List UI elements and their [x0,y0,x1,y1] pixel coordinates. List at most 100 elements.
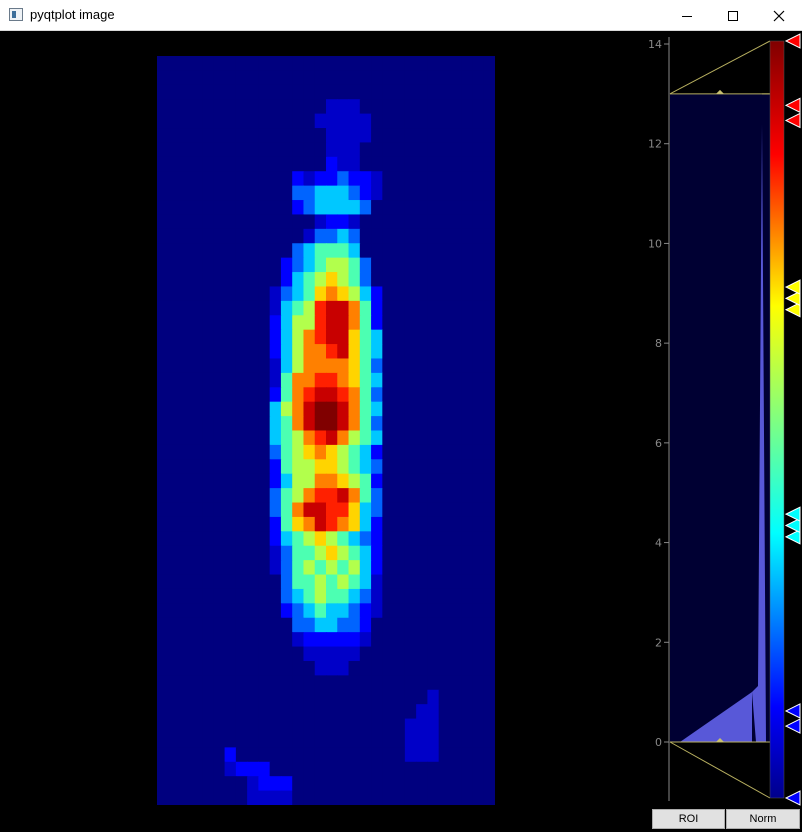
image-pixel [314,70,327,86]
image-pixel [213,660,226,676]
image-pixel [314,574,327,590]
image-pixel [213,171,226,187]
image-pixel [303,545,316,561]
image-pixel [449,617,462,633]
image-pixel [393,416,406,432]
image-pixel [393,531,406,547]
gradient-tick-marker[interactable] [784,279,801,295]
gradient-tick-marker[interactable] [784,517,801,534]
image-pixel [483,560,495,576]
image-pixel [269,156,282,172]
image-pixel [202,531,214,547]
image-pixel [472,660,485,676]
image-pixel [393,430,406,446]
image-pixel [280,70,293,86]
gradient-tick-marker[interactable] [784,97,801,114]
image-pixel [449,588,462,604]
norm-button[interactable]: Norm [726,809,800,829]
minimize-button[interactable] [664,0,710,31]
image-pixel [202,228,214,244]
image-pixel [235,473,248,489]
gradient-tick-marker[interactable] [784,703,801,719]
image-pixel [371,401,383,417]
level-handle[interactable] [716,89,724,94]
image-pixel [168,718,181,734]
image-pixel [427,185,440,201]
image-pixel [280,372,293,388]
image-pixel [438,171,451,187]
image-pixel [202,358,214,374]
image-pixel [202,776,214,792]
image-pixel [280,329,293,345]
image-pixel [438,675,451,691]
image-pixel [168,574,181,590]
image-pixel [314,747,327,763]
image-pixel [258,372,271,388]
gradient-tick-marker[interactable] [784,33,801,49]
gradient-tick-marker[interactable] [784,112,801,129]
level-region[interactable] [670,93,770,742]
image-pixel [348,243,361,259]
image-pixel [247,315,259,331]
image-pixel [337,214,350,230]
image-pixel [213,790,226,805]
image-pixel [303,272,316,288]
image-pixel [292,603,305,619]
roi-button[interactable]: ROI [652,809,725,829]
image-pixel [235,732,248,748]
image-pixel [326,531,338,547]
gradient-tick-marker[interactable] [784,790,801,806]
image-pixel [303,228,316,244]
image-pixel [472,444,485,460]
image-pixel [371,660,383,676]
image-pixel [404,387,417,403]
image-pixel [404,358,417,374]
gradient-tick-marker[interactable] [784,290,801,307]
histogram-lut-panel[interactable]: 0 2 4 6 8 10 12 14 [648,31,802,806]
image-pixel [235,142,248,158]
heatmap-image[interactable] [157,56,495,805]
image-pixel [224,113,237,129]
close-icon [773,10,785,21]
image-pixel [449,516,462,532]
image-pixel [472,257,485,273]
image-pixel [179,473,192,489]
image-pixel [404,761,417,777]
image-pixel [269,329,282,345]
image-pixel [359,200,372,216]
image-pixel [202,473,214,489]
image-view[interactable] [0,31,648,832]
image-pixel [213,56,226,71]
image-pixel [438,128,451,144]
color-gradient-bar[interactable] [769,40,785,799]
image-pixel [337,243,350,259]
close-button[interactable] [756,0,802,31]
image-pixel [314,99,327,115]
image-pixel [213,632,226,648]
image-pixel [461,603,474,619]
maximize-button[interactable] [710,0,756,31]
image-pixel [438,588,451,604]
image-pixel [348,387,361,403]
image-pixel [427,459,440,475]
app-icon [9,8,23,21]
gradient-tick-marker[interactable] [784,718,801,734]
level-handle[interactable] [716,738,724,742]
image-pixel [449,272,462,288]
image-pixel [483,329,495,345]
image-pixel [483,632,495,648]
gradient-tick-marker[interactable] [784,529,801,545]
gradient-tick-marker[interactable] [784,301,801,318]
gradient-tick-marker[interactable] [784,506,801,522]
image-pixel [337,502,350,518]
image-pixel [157,588,169,604]
image-pixel [235,257,248,273]
image-pixel [371,761,383,777]
image-pixel [404,660,417,676]
image-pixel [371,156,383,172]
image-pixel [438,142,451,158]
image-pixel [292,99,305,115]
image-pixel [247,372,259,388]
image-pixel [326,488,338,504]
